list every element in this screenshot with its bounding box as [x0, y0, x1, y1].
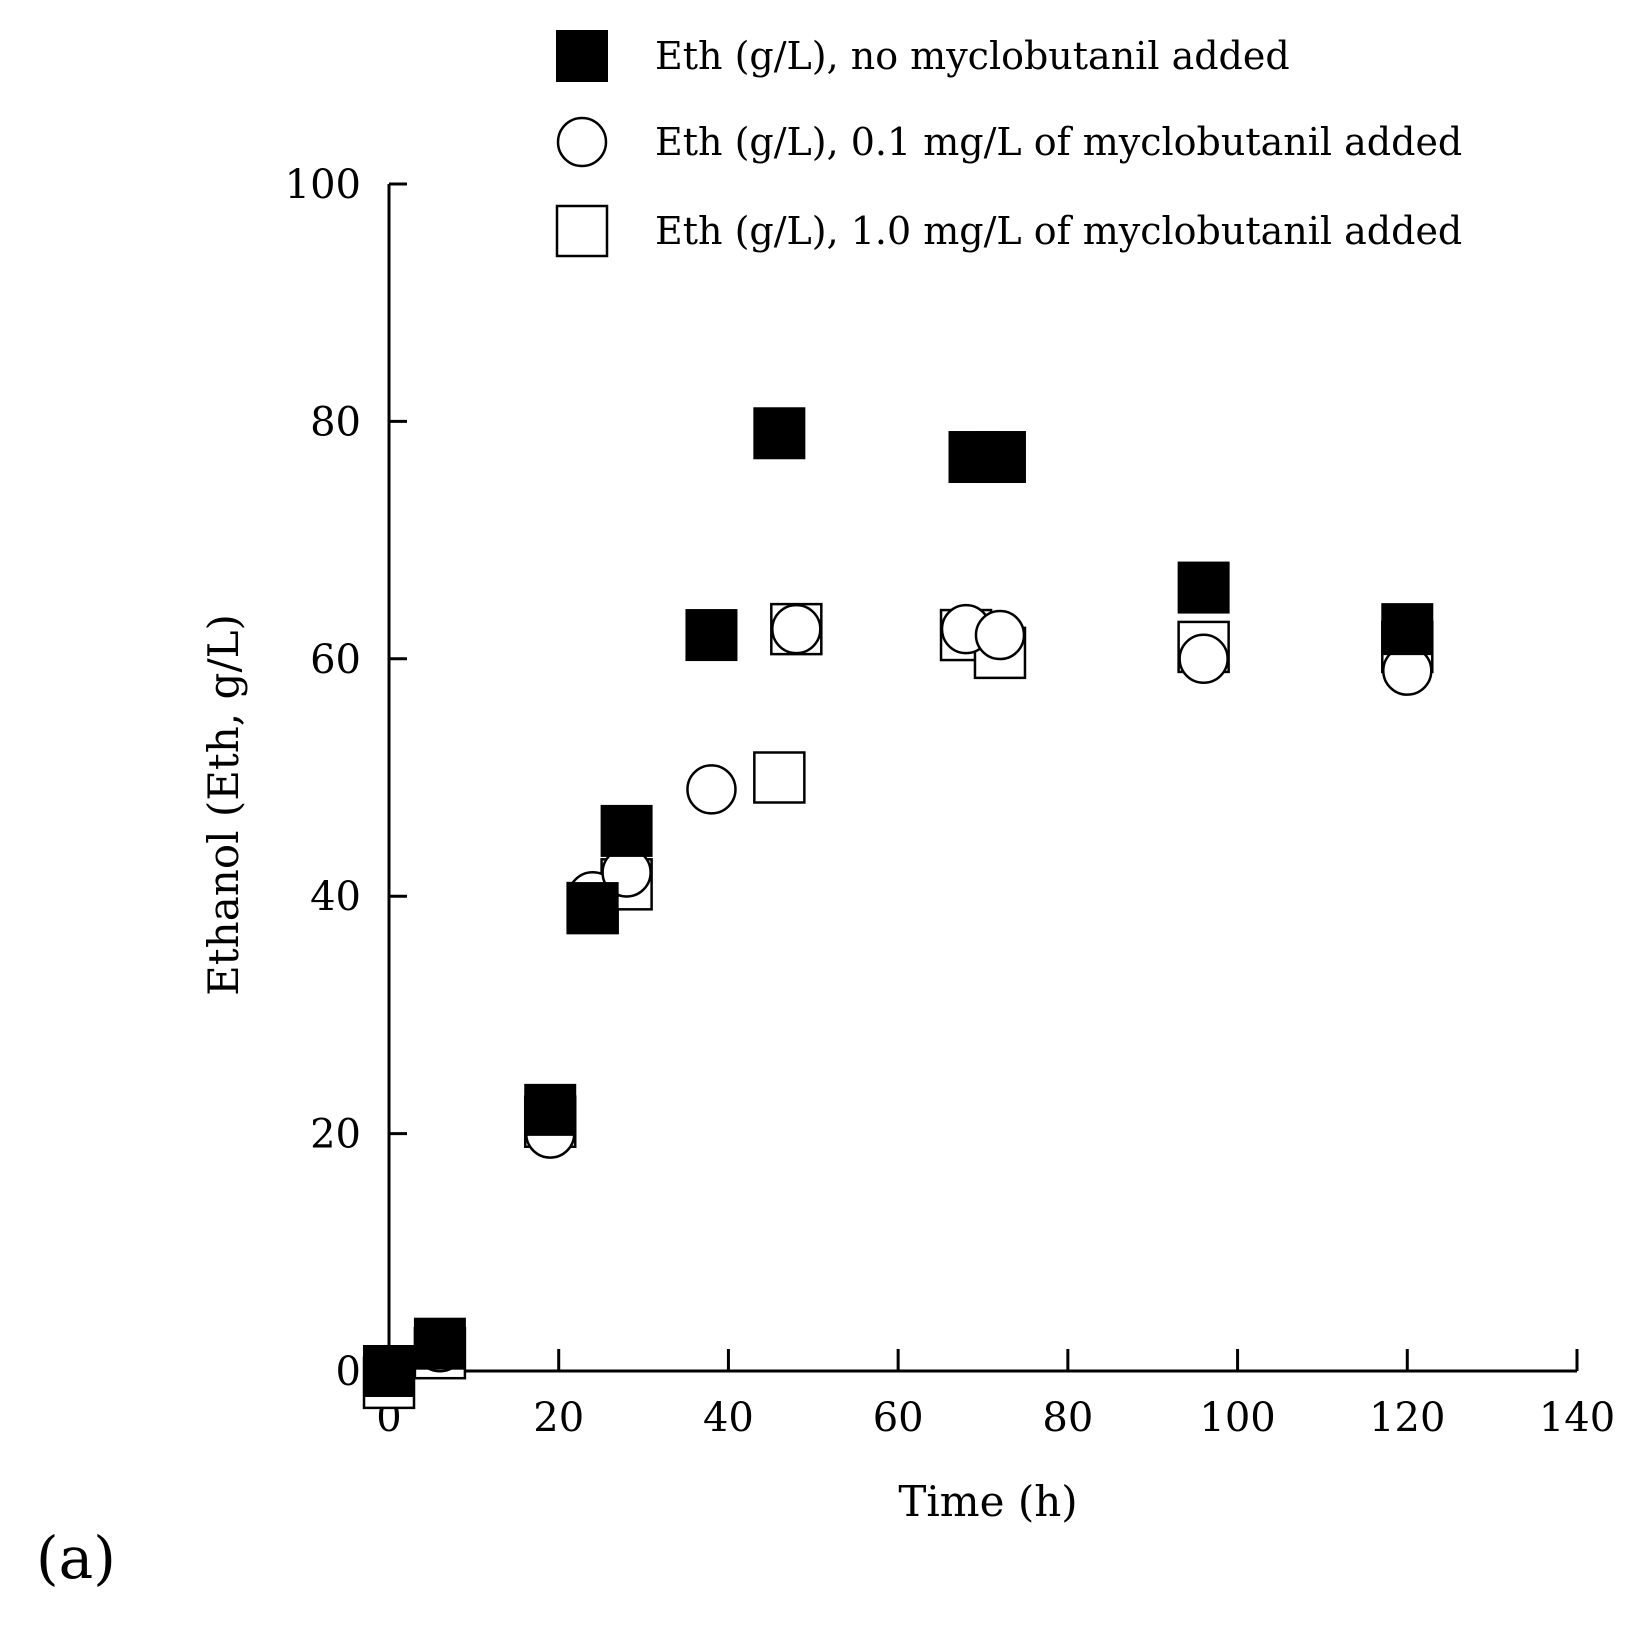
legend-item-3: Eth (g/L), 1.0 mg/L of myclobutanil adde… — [555, 204, 1462, 258]
series-2 — [363, 603, 1433, 1397]
data-point — [413, 1317, 466, 1370]
y-tick-label: 60 — [310, 637, 361, 683]
data-point — [524, 1083, 577, 1136]
series-1 — [363, 407, 1434, 1397]
y-tick-label: 40 — [310, 874, 361, 920]
x-tick-label: 100 — [1199, 1395, 1275, 1441]
legend-item-2: Eth (g/L), 0.1 mg/L of myclobutanil adde… — [556, 116, 1462, 168]
data-point — [771, 603, 822, 655]
y-tick-label: 100 — [285, 162, 361, 208]
panel-label: (a) — [36, 1524, 116, 1592]
x-tick-label: 80 — [1042, 1395, 1093, 1441]
data-point — [753, 407, 806, 460]
series-3 — [362, 602, 1434, 1410]
legend: Eth (g/L), no myclobutanil added Eth (g/L… — [555, 30, 1462, 258]
y-tick-label: 0 — [336, 1349, 361, 1395]
data-point — [600, 804, 653, 857]
x-axis-title: Time (h) — [898, 1477, 1077, 1526]
legend-marker — [555, 204, 609, 258]
data-point — [1178, 633, 1229, 685]
data-point — [974, 609, 1026, 661]
legend-item-1: Eth (g/L), no myclobutanil added — [556, 30, 1290, 82]
y-tick-label: 80 — [310, 399, 361, 445]
legend-label: Eth (g/L), no myclobutanil added — [655, 34, 1290, 78]
legend-marker — [556, 116, 608, 168]
data-point — [1381, 603, 1434, 656]
data-point — [973, 431, 1026, 484]
x-tick-label: 40 — [703, 1395, 754, 1441]
data-point — [566, 882, 619, 935]
x-tick-label: 140 — [1539, 1395, 1615, 1441]
data-point — [686, 764, 737, 815]
x-tick-label: 20 — [533, 1395, 584, 1441]
legend-label: Eth (g/L), 0.1 mg/L of myclobutanil adde… — [655, 120, 1462, 164]
x-tick-label: 60 — [873, 1395, 924, 1441]
legend-marker — [556, 30, 608, 82]
data-point — [363, 1345, 415, 1397]
y-tick-label: 20 — [310, 1112, 361, 1158]
data-point — [685, 609, 738, 662]
y-axis-title: Ethanol (Eth, g/L) — [199, 614, 248, 996]
data-marks — [362, 407, 1434, 1410]
x-tick-label: 120 — [1369, 1395, 1445, 1441]
legend-label: Eth (g/L), 1.0 mg/L of myclobutanil adde… — [655, 209, 1462, 253]
data-point — [753, 751, 806, 804]
data-point — [1177, 561, 1230, 614]
